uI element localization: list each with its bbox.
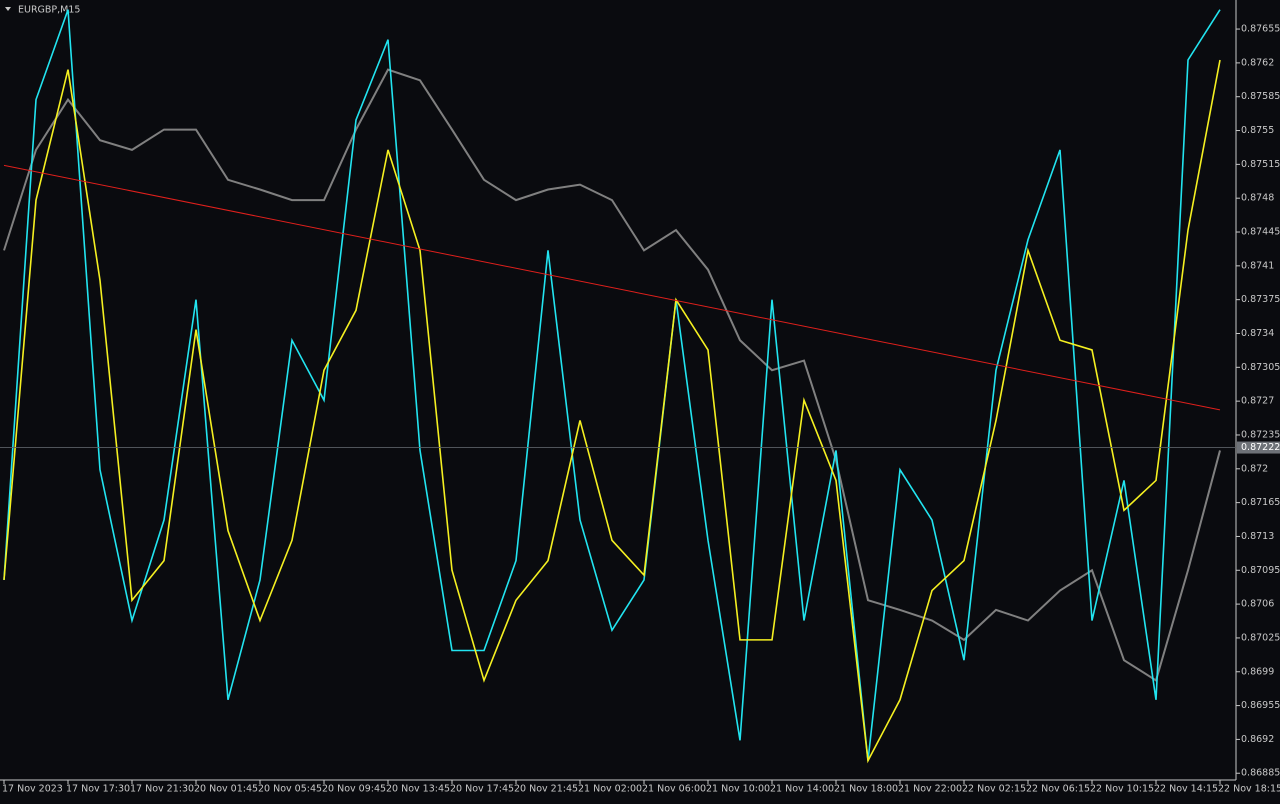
x-tick-label: 20 Nov 21:45: [514, 784, 578, 795]
x-tick-label: 22 Nov 10:15: [1090, 784, 1154, 795]
y-tick-label: 0.87585: [1241, 91, 1280, 102]
trendline: [3, 164, 1221, 411]
x-tick-label: 20 Nov 13:45: [386, 784, 450, 795]
x-tick-label: 21 Nov 18:00: [834, 784, 898, 795]
menu-arrow[interactable]: [5, 7, 11, 11]
x-tick-label: 21 Nov 02:00: [578, 784, 642, 795]
y-tick-label: 0.87235: [1241, 429, 1280, 440]
y-tick-label: 0.8727: [1241, 396, 1274, 407]
x-tick-label: 22 Nov 18:15: [1218, 784, 1280, 795]
x-tick-label: 21 Nov 14:00: [770, 784, 834, 795]
y-tick-label: 0.8699: [1241, 666, 1274, 677]
x-tick-label: 20 Nov 17:45: [450, 784, 514, 795]
y-tick-label: 0.8692: [1241, 734, 1274, 745]
y-tick-label: 0.8755: [1241, 125, 1274, 136]
y-tick-label: 0.87515: [1241, 159, 1280, 170]
y-tick-label: 0.87655: [1241, 24, 1280, 35]
x-tick-label: 22 Nov 14:15: [1154, 784, 1218, 795]
x-tick-label: 20 Nov 09:45: [322, 784, 386, 795]
y-tick-label: 0.87445: [1241, 227, 1280, 238]
y-tick-label: 0.87095: [1241, 565, 1280, 576]
y-tick-label: 0.8713: [1241, 531, 1274, 542]
x-tick-label: 17 Nov 21:30: [130, 784, 194, 795]
current-price-box: [1237, 441, 1280, 454]
x-tick-label: 20 Nov 05:45: [258, 784, 322, 795]
y-tick-label: 0.87305: [1241, 362, 1280, 373]
y-tick-label: 0.87165: [1241, 497, 1280, 508]
x-tick-label: 17 Nov 2023: [2, 784, 63, 795]
x-tick-label: 21 Nov 22:00: [898, 784, 962, 795]
x-tick-label: 22 Nov 02:15: [962, 784, 1026, 795]
y-tick-label: 0.86885: [1241, 768, 1280, 779]
y-tick-label: 0.87375: [1241, 294, 1280, 305]
x-tick-label: 21 Nov 10:00: [706, 784, 770, 795]
x-tick-label: 21 Nov 06:00: [642, 784, 706, 795]
y-tick-label: 0.8748: [1241, 193, 1274, 204]
indicator-line: [3, 59, 1221, 764]
y-tick-label: 0.8762: [1241, 57, 1274, 68]
x-tick-label: 22 Nov 06:15: [1026, 784, 1090, 795]
y-tick-label: 0.872: [1241, 463, 1268, 474]
x-tick-label: 20 Nov 01:45: [194, 784, 258, 795]
current-price-label: 0.87222: [1241, 442, 1280, 453]
y-tick-label: 0.8706: [1241, 599, 1274, 610]
y-tick-label: 0.86955: [1241, 700, 1280, 711]
y-tick-label: 0.8741: [1241, 260, 1274, 271]
chart-title: EURGBP,M15: [18, 5, 80, 16]
x-tick-label: 17 Nov 17:30: [66, 784, 130, 795]
indicator-line: [3, 9, 1221, 761]
y-tick-label: 0.8734: [1241, 328, 1274, 339]
y-tick-label: 0.87025: [1241, 632, 1280, 643]
indicator-line: [3, 68, 1221, 683]
